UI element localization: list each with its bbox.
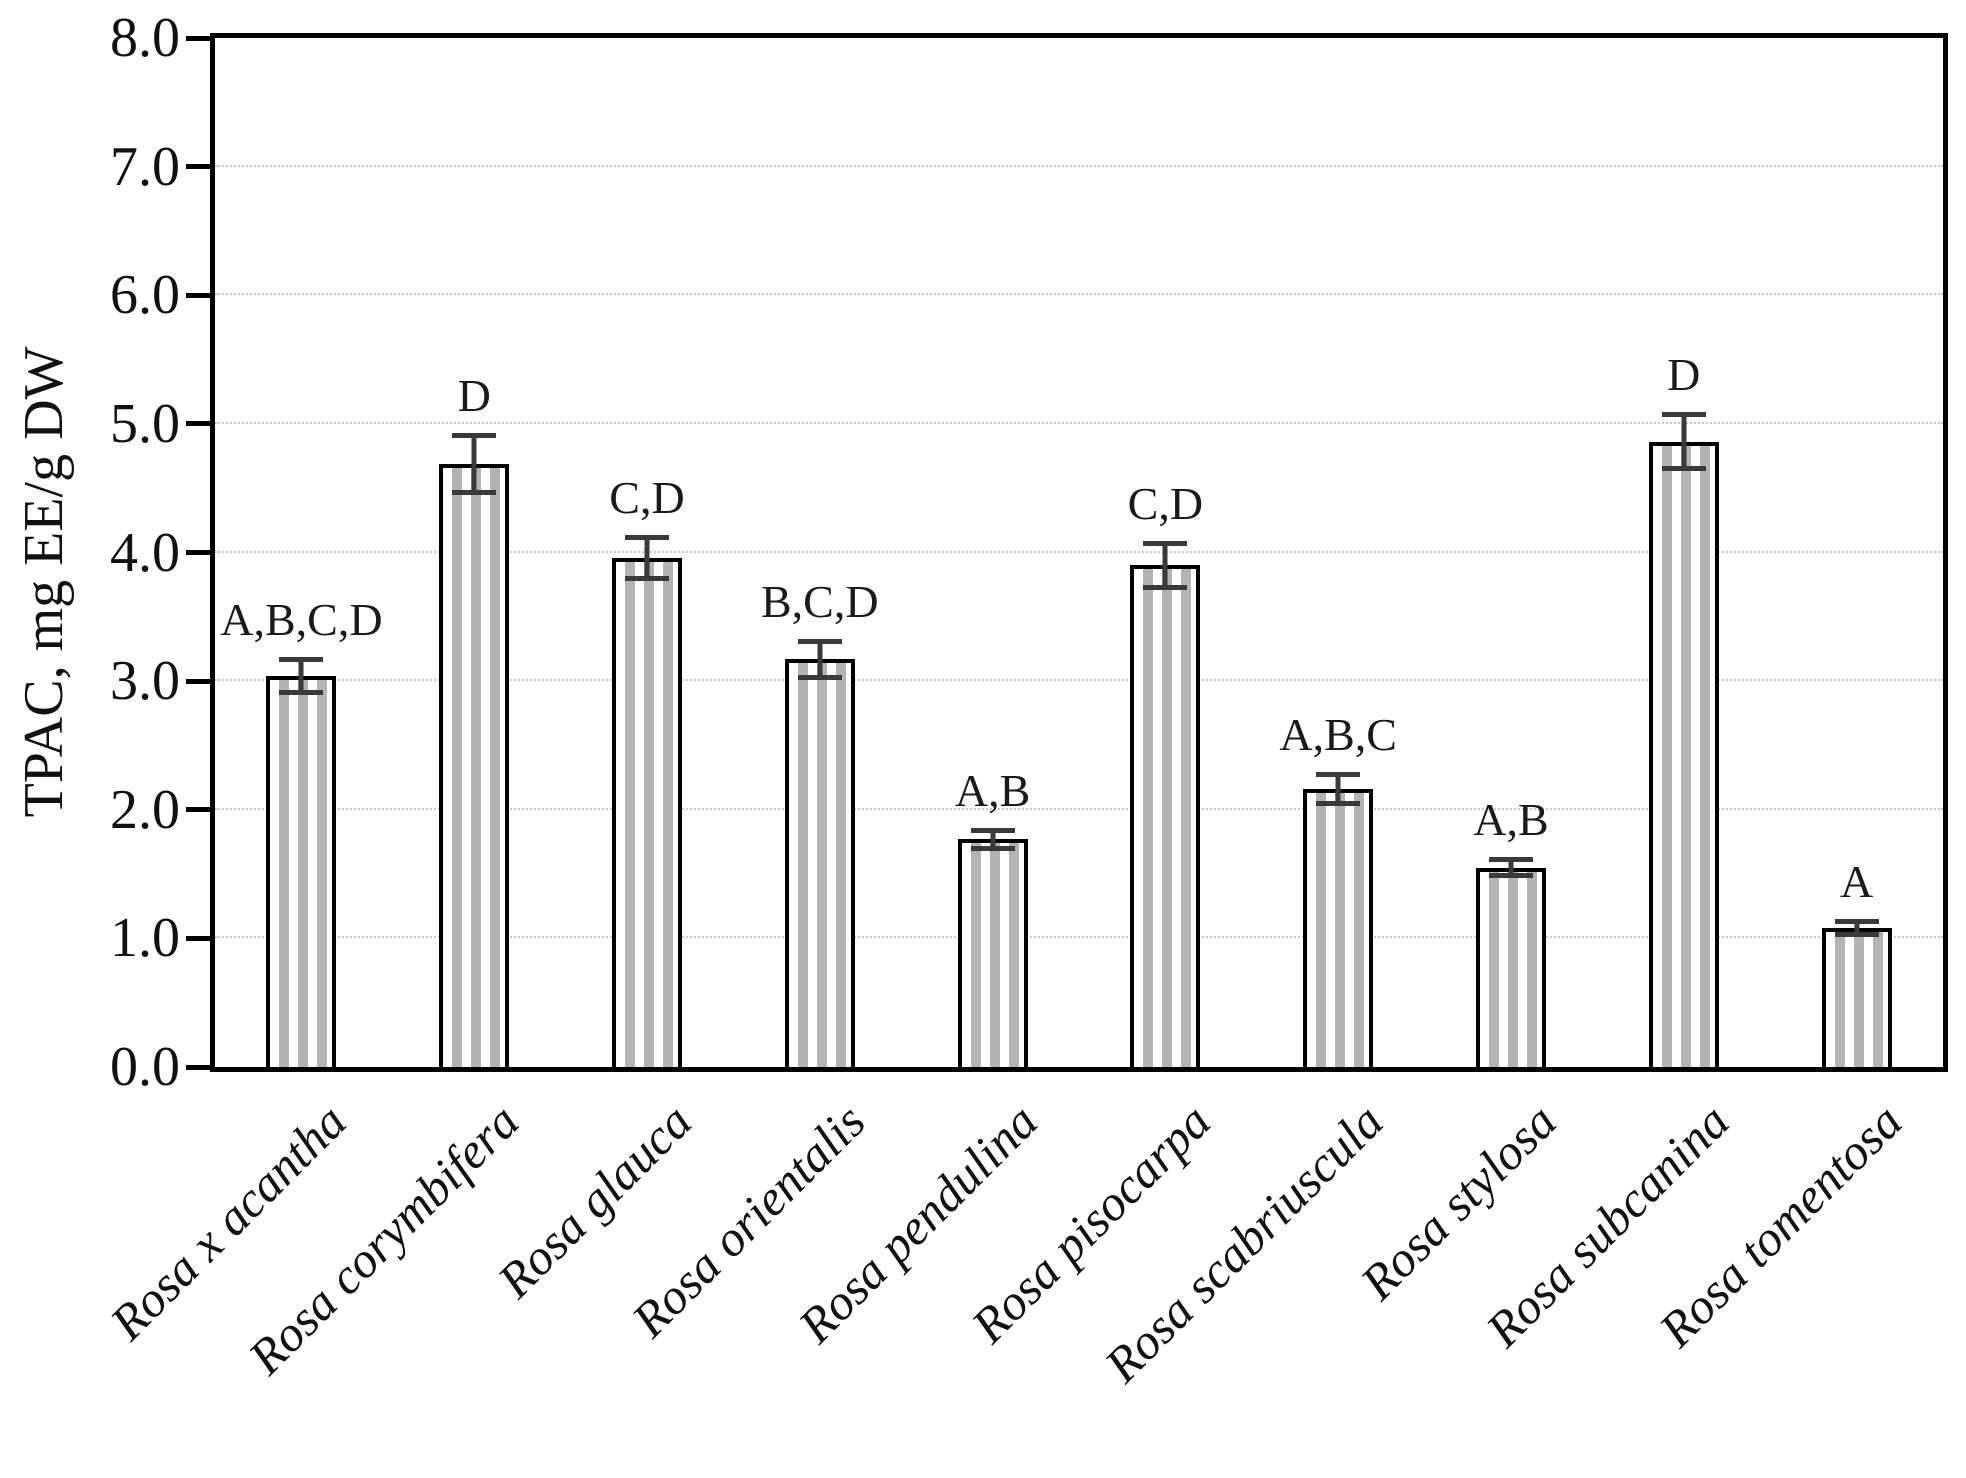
bars-layer: A,B,C,D D C,D B,C,D A,B C,D A,B,C A,B D A [215,38,1943,1067]
error-bar [817,638,823,680]
bar [957,839,1028,1067]
error-bar [1681,412,1687,472]
bar [1475,867,1546,1067]
bar-slot: C,D [561,38,734,1067]
y-axis-tick-label: 5.0 [110,392,180,455]
bar-slot: D [388,38,561,1067]
significance-label: B,C,D [760,575,879,627]
error-bar-top-cap [624,534,669,540]
bar-slot: C,D [1079,38,1252,1067]
error-bar [471,432,477,495]
bar [611,557,682,1067]
error-bar [298,656,304,696]
axis-tick [186,1064,212,1070]
gridline [215,164,1943,167]
axis-tick [186,807,212,813]
bar-slot: B,C,D [733,38,906,1067]
significance-label: A [1839,856,1874,908]
error-bar-top-cap [1488,857,1533,863]
bar-slot: A,B,C [1252,38,1425,1067]
error-bar [644,534,650,581]
error-bar-bottom-cap [624,575,669,581]
axis-tick [186,935,212,941]
y-axis-tick-label: 8.0 [110,7,180,69]
gridline [215,679,1943,682]
y-axis-tick-label: 3.0 [110,650,180,713]
y-axis-tick-label: 6.0 [110,264,180,327]
bar-slot: A,B [906,38,1079,1067]
bar [784,659,855,1067]
y-axis-tick-label: 0.0 [110,1036,180,1098]
bar [1130,565,1201,1067]
axis-tick [186,35,212,41]
gridline [215,421,1943,424]
error-bar-top-cap [1661,412,1706,418]
y-axis-tick-label: 1.0 [110,907,180,970]
bar-slot: A,B,C,D [215,38,388,1067]
error-bar-bottom-cap [1488,872,1533,878]
error-bar-bottom-cap [797,674,842,680]
error-bar-top-cap [1143,540,1188,546]
axis-tick [186,292,212,298]
significance-label: A,B,C,D [220,593,383,645]
significance-label: A,B [1473,794,1549,846]
bar-slot: A,B [1425,38,1598,1067]
error-bar-bottom-cap [1143,584,1188,590]
error-bar-bottom-cap [970,845,1015,851]
bar [1821,928,1892,1067]
error-bar-bottom-cap [1316,800,1361,806]
significance-label: C,D [1127,477,1204,529]
bar [266,675,337,1067]
error-bar-top-cap [1316,772,1361,778]
bar [1648,441,1719,1067]
error-bar-bottom-cap [1661,466,1706,472]
error-bar [990,827,996,851]
error-bar-bottom-cap [1834,932,1879,938]
significance-label: A,B [954,764,1031,816]
axis-tick [186,421,212,427]
error-bar-bottom-cap [279,690,324,696]
error-bar-bottom-cap [452,489,497,495]
plot-area: A,B,C,D D C,D B,C,D A,B C,D A,B,C A,B D A [210,33,1948,1072]
error-bar [1335,772,1341,806]
error-bar-top-cap [452,432,497,438]
y-axis-tick-label: 2.0 [110,778,180,841]
axis-tick [186,550,212,555]
error-bar [1162,540,1168,590]
error-bar [1508,857,1514,878]
significance-label: A,B,C [1279,709,1397,761]
error-bar-top-cap [1834,919,1879,925]
axis-tick [186,678,212,684]
error-bar-top-cap [797,638,842,644]
bar [439,463,510,1067]
error-bar-top-cap [279,656,324,662]
gridline [215,807,1943,810]
bar [1303,789,1374,1067]
bar-slot: A [1770,38,1943,1067]
y-axis-tick-label: 7.0 [110,135,180,198]
significance-label: D [457,369,491,421]
significance-label: C,D [609,471,685,523]
axis-tick [186,164,212,170]
gridline [215,936,1943,939]
error-bar [1854,919,1860,938]
bar-slot: D [1597,38,1770,1067]
gridline [215,550,1943,553]
gridline [215,293,1943,296]
error-bar-top-cap [970,827,1015,833]
significance-label: D [1667,349,1701,401]
y-axis-tick-label: 4.0 [110,521,180,584]
